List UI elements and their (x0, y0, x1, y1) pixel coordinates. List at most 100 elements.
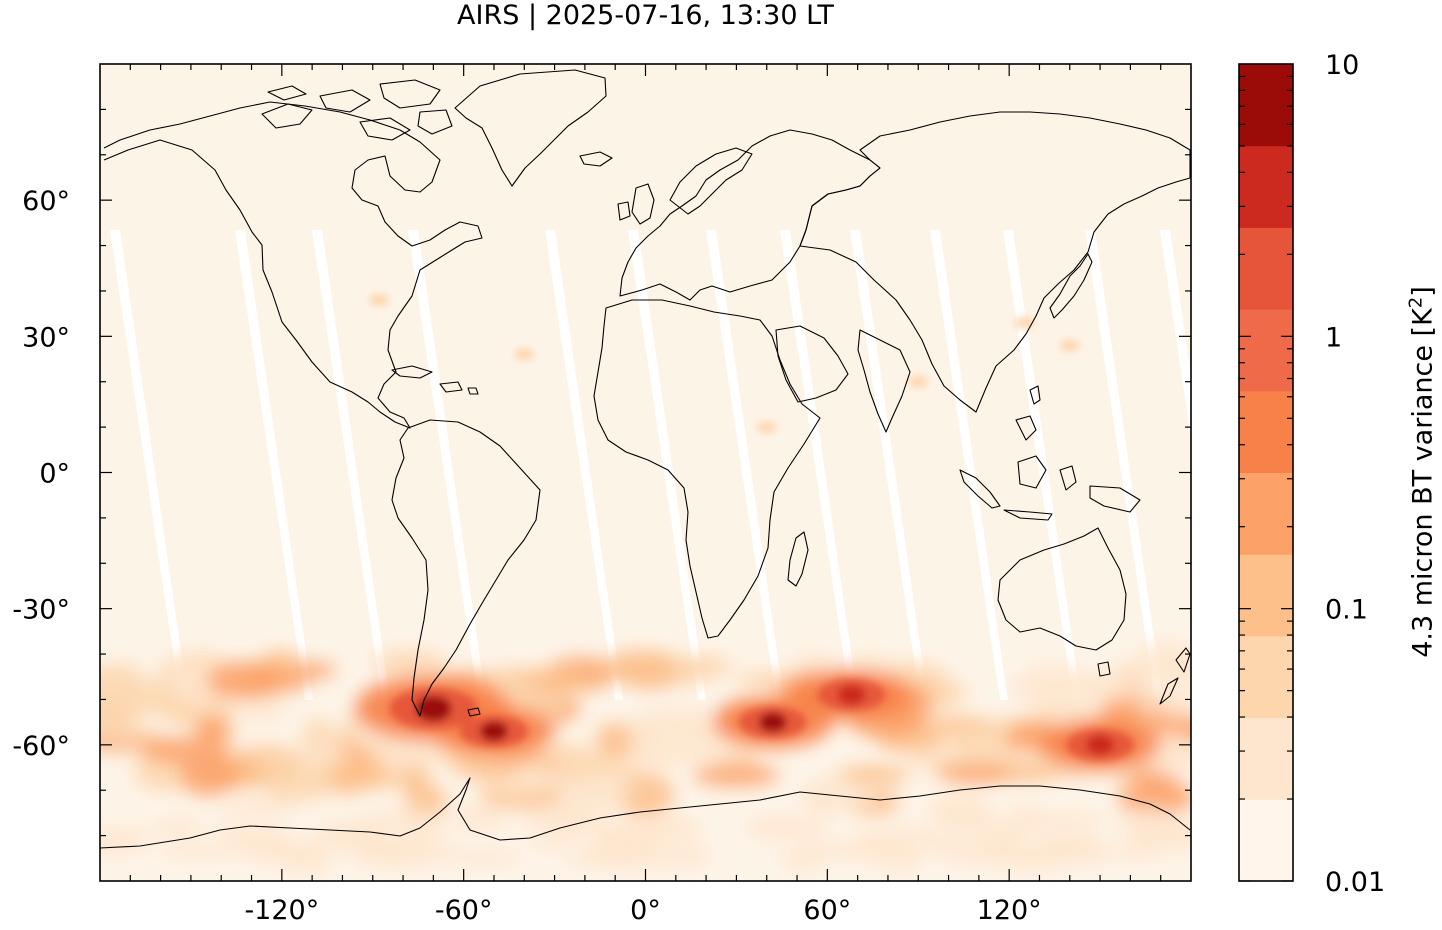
colorbar-tick-label: 10 (1325, 50, 1359, 81)
variance-patch (854, 826, 953, 853)
variance-patch (262, 769, 337, 801)
swath-gap (930, 230, 1008, 700)
swath-gap (235, 230, 313, 700)
hotspot-core (837, 684, 866, 705)
variance-fleck (908, 375, 929, 388)
variance-fleck (1014, 316, 1035, 329)
variance-patch (1133, 642, 1191, 686)
variance-patch (100, 687, 143, 731)
variance-patch (937, 764, 1012, 784)
variance-patch (296, 739, 348, 768)
variance-patch (246, 838, 293, 852)
colorbar-level (1239, 472, 1293, 555)
variance-patch (561, 852, 642, 867)
variance-patch (946, 821, 1043, 836)
hotspot-core (415, 695, 452, 722)
variance-patch (721, 751, 759, 768)
colorbar-level (1239, 799, 1293, 882)
coastline-scandinavia (669, 147, 753, 215)
coastline-tasmania (1097, 661, 1111, 677)
variance-patch (612, 817, 706, 842)
x-tick-label: 0° (630, 895, 661, 926)
variance-patch (302, 834, 402, 847)
swath-gap (312, 230, 390, 700)
swath-gap (1160, 230, 1191, 439)
variance-field (100, 294, 1191, 875)
swath-gap (110, 230, 188, 700)
swath-gap (545, 230, 623, 700)
swath-gaps (110, 230, 1191, 700)
variance-fleck (756, 421, 777, 434)
variance-patch (571, 774, 634, 803)
hotspot-core (479, 721, 508, 742)
coastline-australia (997, 527, 1127, 651)
colorbar-label: 4.3 micron BT variance [K2] (1406, 286, 1439, 658)
variance-patch (527, 834, 583, 850)
coastline-south-america (391, 419, 541, 717)
variance-patch (836, 765, 910, 786)
variance-patch (531, 743, 590, 764)
colorbar-label-end: ] (1407, 286, 1439, 297)
variance-patch (779, 849, 825, 872)
variance-patch (1067, 843, 1117, 860)
variance-fleck (368, 294, 389, 307)
y-tick-label: -60° (12, 731, 70, 762)
swath-gap (628, 230, 706, 700)
map-plot-area (100, 64, 1191, 881)
colorbar-label-superscript: 2 (1405, 296, 1427, 309)
colorbar-level (1239, 635, 1293, 719)
variance-patch (209, 822, 291, 837)
variance-patch (935, 837, 1031, 865)
variance-patch (157, 843, 242, 859)
swath-gap (1085, 230, 1163, 700)
coastline-iceland (579, 151, 613, 167)
variance-patch (452, 805, 508, 832)
variance-patch (657, 845, 714, 867)
colorbar-ticks (1239, 75, 1293, 882)
coastline-madagascar (787, 531, 809, 587)
variance-patch (1073, 673, 1136, 702)
coastline-north-america (103, 101, 483, 429)
variance-patch (743, 816, 831, 840)
variance-patch (353, 843, 443, 865)
colorbar (1239, 64, 1293, 882)
variance-patch (1133, 689, 1191, 714)
colorbar-level (1239, 390, 1293, 473)
coastlines (100, 69, 1191, 849)
coastline-arabia (775, 325, 849, 403)
variance-patch (405, 783, 447, 819)
coastline-falklands (467, 707, 481, 717)
axis-ticks (100, 64, 1191, 881)
colorbar-level (1239, 717, 1293, 800)
variance-patch (679, 725, 735, 766)
variance-patch (668, 656, 711, 686)
coastline-caribbean (391, 365, 479, 395)
colorbar-tick-label: 0.01 (1325, 867, 1385, 898)
colorbar-tick-labels: 10 1 0.1 0.01 (1325, 50, 1385, 898)
colorbar-label-text: 4.3 micron BT variance [K (1407, 308, 1439, 658)
variance-fleck (1059, 339, 1080, 352)
coastline-africa (593, 299, 821, 639)
coastline-japan (1049, 253, 1093, 319)
x-tick-label: 60° (803, 895, 851, 926)
coastline-antarctica (100, 777, 1191, 849)
variance-patch (1149, 825, 1191, 852)
variance-patch (521, 665, 593, 694)
swath-gap (780, 230, 858, 700)
variance-patch (519, 805, 595, 831)
coastline-asia (799, 111, 1191, 413)
variance-fleck (514, 348, 535, 361)
map-title: AIRS | 2025-07-16, 13:30 LT (457, 0, 834, 31)
x-axis-labels: -120° -60° 0° 60° 120° (244, 895, 1041, 926)
variance-patch (234, 701, 287, 721)
variance-patch (693, 763, 779, 787)
swath-gap (850, 230, 928, 700)
y-tick-label: 30° (22, 322, 70, 353)
colorbar-level (1239, 227, 1293, 310)
variance-patch (1012, 665, 1096, 710)
variance-patch (1039, 831, 1102, 846)
variance-patch (792, 652, 836, 677)
colorbar-level (1239, 309, 1293, 392)
y-tick-label: -30° (12, 595, 70, 626)
